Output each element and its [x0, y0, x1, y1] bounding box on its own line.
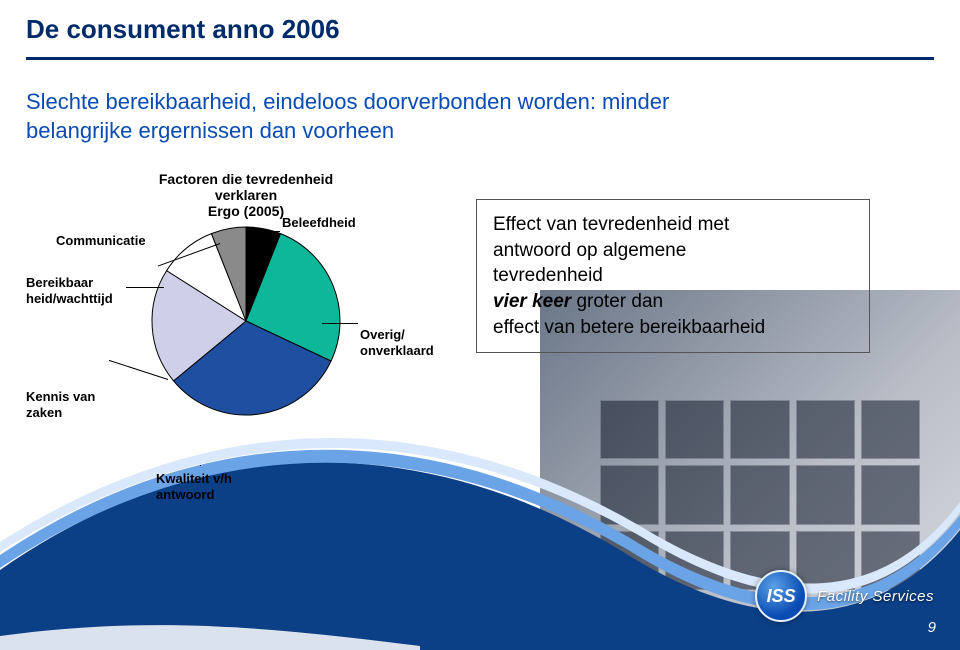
leader-bereikbaarheid	[126, 287, 164, 288]
pie-holder	[146, 221, 346, 426]
label-overig: Overig/ onverklaard	[360, 327, 434, 358]
label-communicatie: Communicatie	[56, 233, 146, 249]
effect-box: Effect van tevredenheid met antwoord op …	[476, 199, 870, 353]
page-number: 9	[928, 619, 936, 636]
subtitle: Slechte bereikbaarheid, eindeloos doorve…	[26, 88, 726, 145]
logo-disc-icon: ISS	[755, 570, 807, 622]
effect-line4-rest: groter dan	[571, 291, 663, 312]
label-kennis: Kennis van zaken	[26, 389, 95, 420]
leader-kwaliteit	[200, 465, 201, 466]
leader-overig	[322, 323, 358, 324]
effect-line2: antwoord op algemene	[493, 240, 686, 261]
effect-line4-emph: vier keer	[493, 291, 571, 312]
leader-beleefdheid	[252, 231, 280, 232]
content-row: Factoren die tevredenheid verklaren Ergo…	[26, 171, 934, 491]
effect-line1: Effect van tevredenheid met	[493, 214, 729, 235]
effect-line5: effect van betere bereikbaarheid	[493, 317, 765, 338]
label-bereikbaarheid: Bereikbaar heid/wachttijd	[26, 275, 113, 306]
page-title: De consument anno 2006	[26, 14, 340, 44]
pie-svg	[146, 221, 346, 421]
logo-text: Facility Services	[817, 588, 934, 605]
label-kwaliteit: Kwaliteit v/h antwoord	[156, 471, 232, 502]
title-underline	[26, 57, 934, 60]
effect-line3: tevredenheid	[493, 265, 603, 286]
label-beleefdheid: Beleefdheid	[282, 215, 356, 231]
chart-title-line2: Ergo (2005)	[208, 203, 284, 219]
logo: ISS Facility Services	[755, 570, 934, 622]
title-bar: De consument anno 2006	[0, 0, 960, 51]
logo-initials: ISS	[767, 586, 796, 607]
pie-chart: Factoren die tevredenheid verklaren Ergo…	[26, 171, 446, 491]
chart-title-line1: Factoren die tevredenheid verklaren	[159, 171, 333, 203]
chart-title: Factoren die tevredenheid verklaren Ergo…	[126, 171, 366, 219]
